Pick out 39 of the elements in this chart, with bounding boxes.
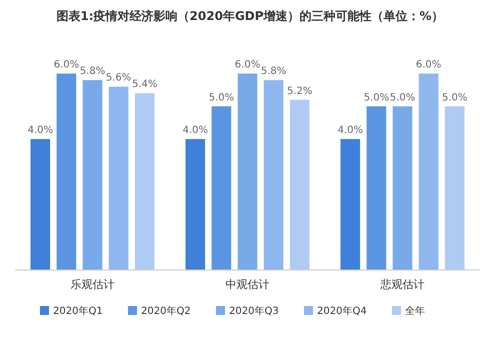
data-label: 5.8%	[80, 66, 106, 78]
data-label: 4.0%	[28, 125, 53, 136]
legend-label: 全年	[405, 305, 425, 317]
bar	[290, 100, 310, 270]
data-label: 5.0%	[390, 92, 416, 104]
bar	[392, 106, 412, 270]
bar	[30, 139, 50, 270]
data-label: 5.0%	[208, 92, 234, 104]
bar	[82, 80, 102, 270]
data-label: 5.0%	[364, 92, 390, 104]
legend-label: 2020年Q3	[229, 305, 279, 317]
legend-label: 2020年Q2	[141, 305, 191, 317]
x-tick-label: 悲观估计	[380, 278, 424, 291]
data-label: 5.8%	[260, 66, 286, 78]
data-label: 6.0%	[234, 60, 260, 71]
legend-label: 2020年Q4	[317, 305, 367, 317]
data-label: 6.0%	[54, 60, 80, 71]
x-tick-label: 乐观估计	[70, 278, 114, 291]
bar	[186, 139, 206, 270]
bar	[108, 86, 128, 270]
bar	[134, 93, 154, 270]
bar	[238, 74, 258, 270]
data-label: 5.0%	[442, 92, 468, 104]
data-label: 4.0%	[338, 125, 363, 136]
data-label: 4.0%	[182, 125, 208, 136]
bar	[340, 139, 360, 270]
data-label: 6.0%	[416, 60, 442, 71]
data-label: 5.6%	[106, 72, 132, 84]
bar	[444, 106, 464, 270]
bar	[212, 106, 232, 270]
bar	[366, 106, 386, 270]
data-label: 5.2%	[287, 86, 312, 97]
bar	[418, 74, 438, 270]
legend-label: 2020年Q1	[53, 305, 103, 317]
bar	[264, 80, 284, 270]
data-label: 5.4%	[132, 79, 158, 90]
x-tick-label: 中观估计	[226, 278, 270, 291]
chart-title: 图表1:疫情对经济影响（2020年GDP增速）的三种可能性（单位：%）	[56, 9, 444, 23]
bar	[56, 74, 76, 270]
